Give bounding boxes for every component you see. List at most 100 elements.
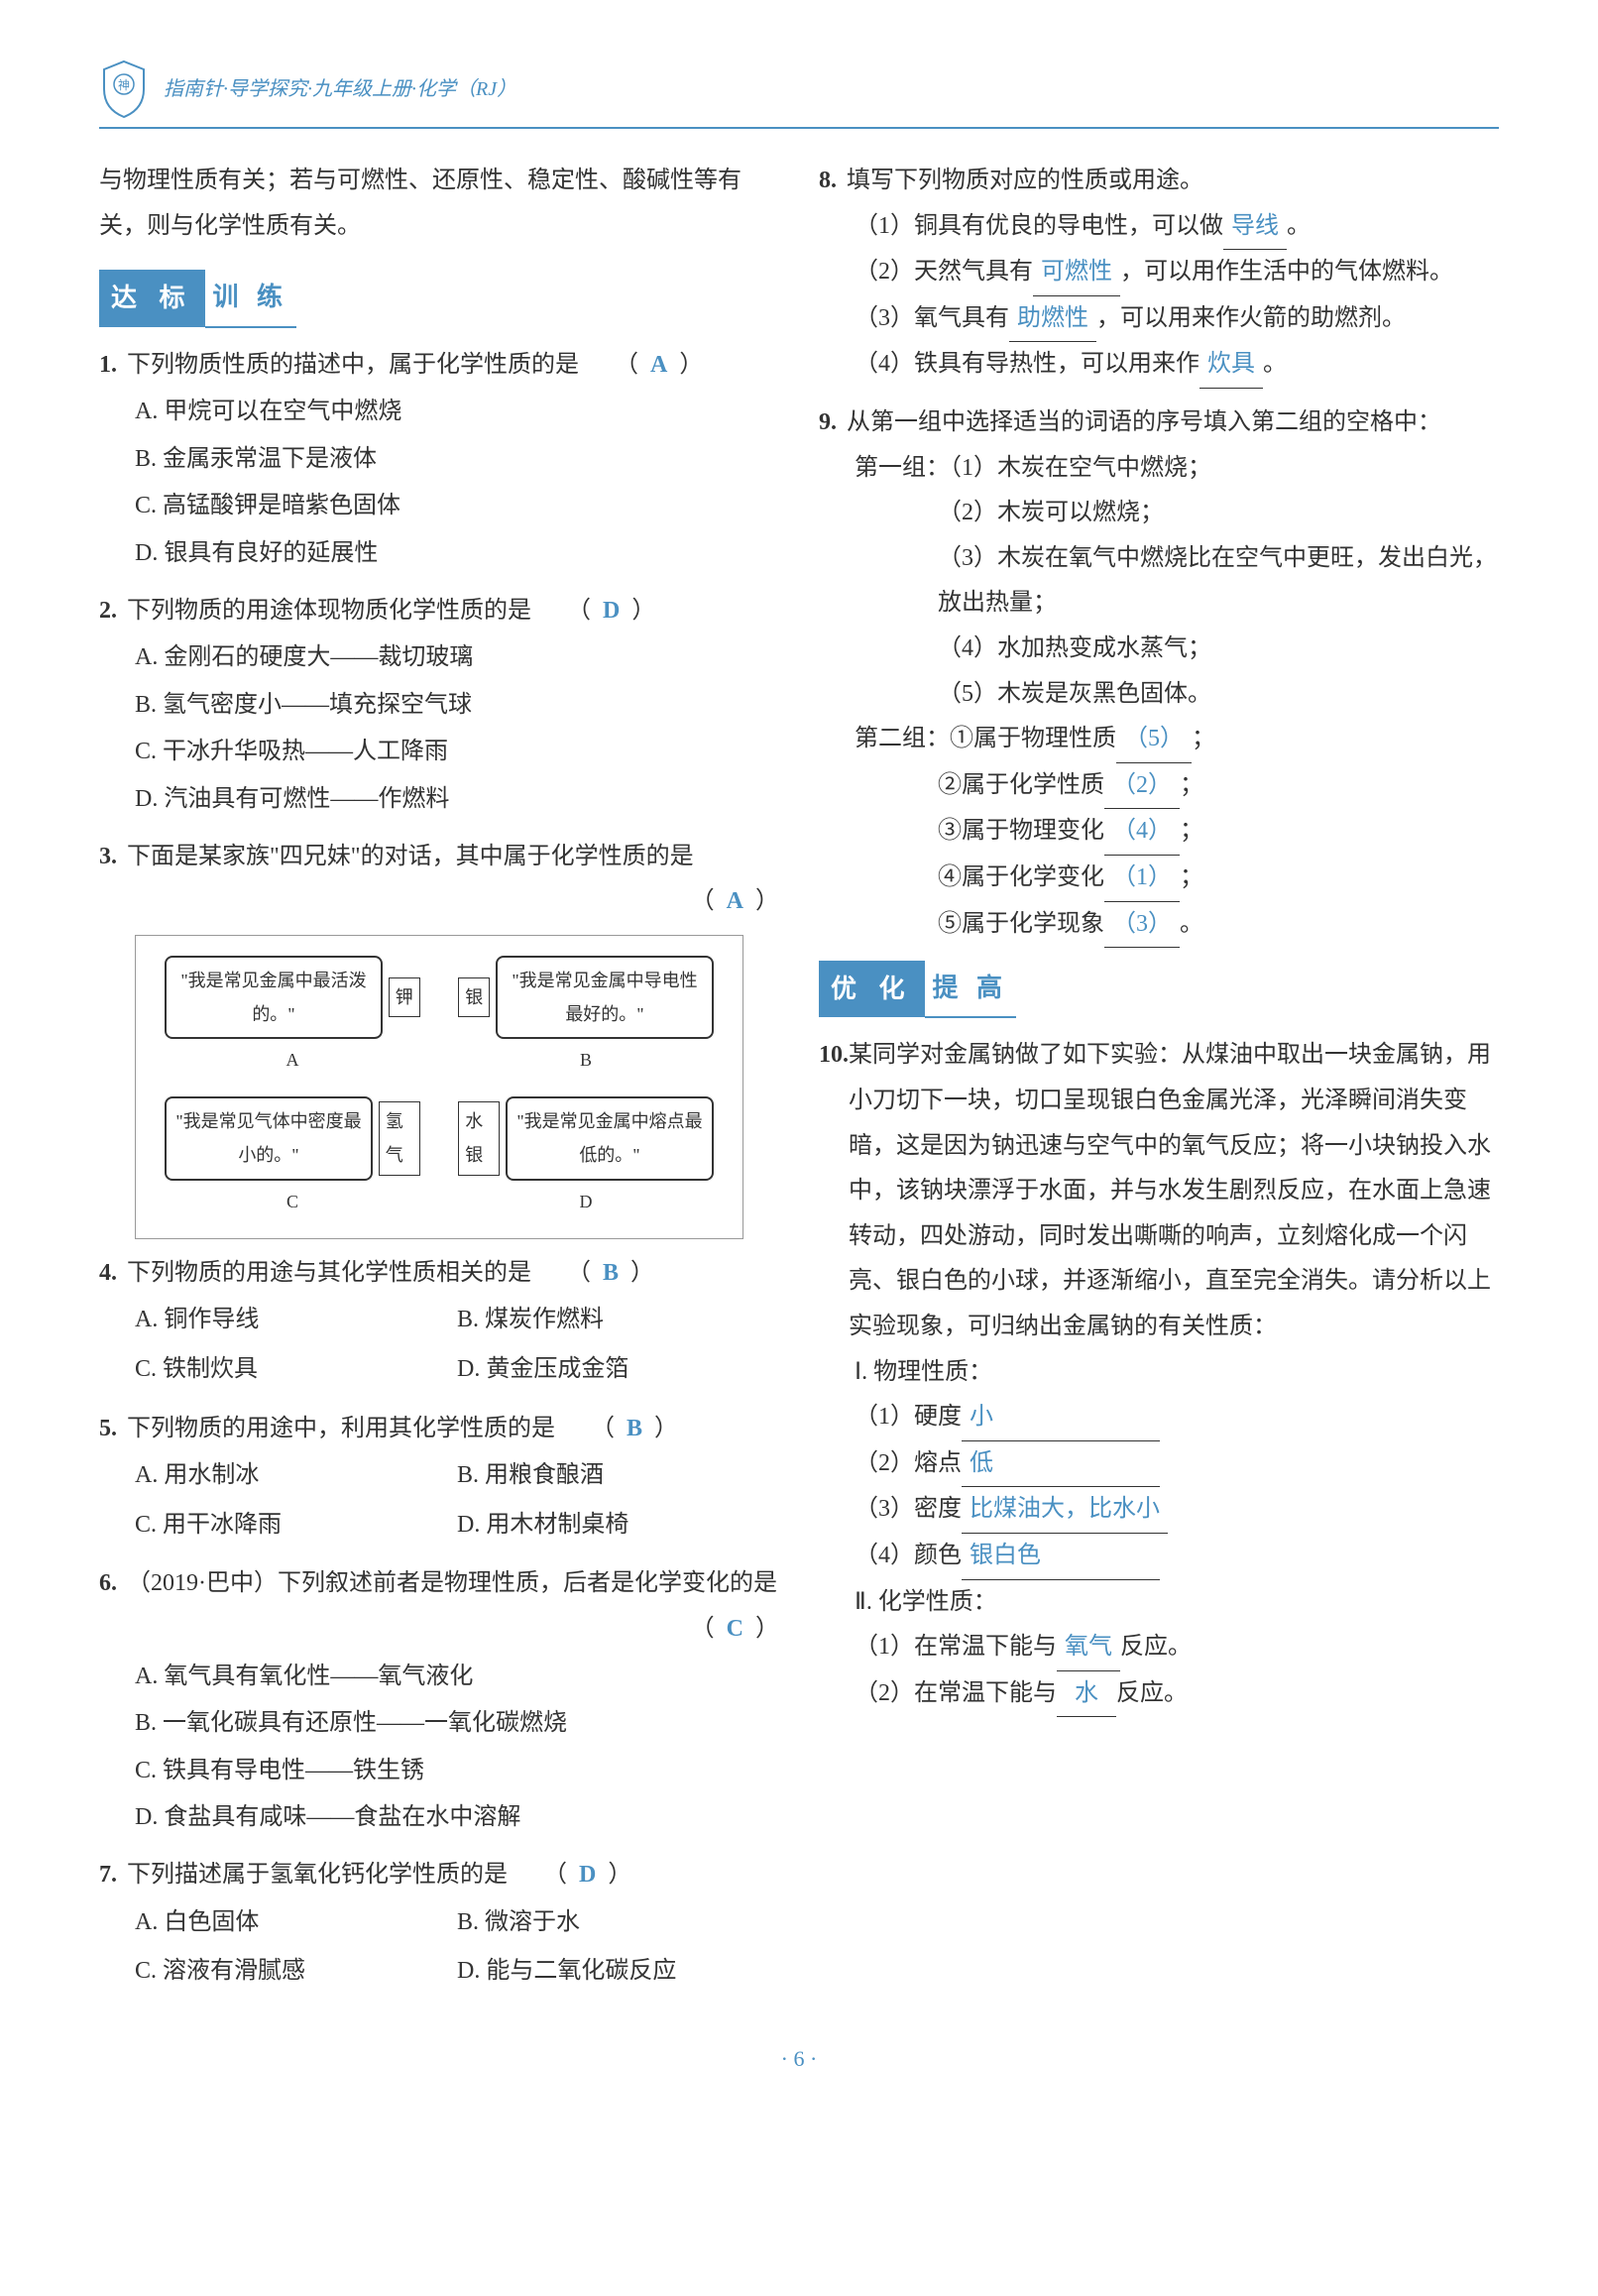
q-text: 某同学对金属钠做了如下实验：从煤油中取出一块金属钠，用小刀切下一块，切口呈现银白… (849, 1033, 1499, 1349)
content-area: 与物理性质有关；若与可燃性、还原性、稳定性、酸碱性等有关，则与化学性质有关。 达… (99, 159, 1499, 2009)
q-num: 3. (99, 835, 127, 880)
fill-answer: （4） (1104, 809, 1180, 856)
option: C. 铁制炊具 (135, 1347, 457, 1393)
badge-main: 优 化 (819, 961, 925, 1017)
fill-answer: 炊具 (1199, 342, 1263, 389)
question-2: 2. 下列物质的用途体现物质化学性质的是 （ D ） A. 金刚石的硬度大——裁… (99, 589, 779, 823)
question-5: 5. 下列物质的用途中，利用其化学性质的是 （ B ） A. 用水制冰 B. 用… (99, 1407, 779, 1550)
bubble-a: "我是常见金属中最活泼的。" 钾 A (165, 956, 419, 1078)
q8-item-2: （2）天然气具有可燃性，可以用作生活中的气体燃料。 (819, 250, 1499, 296)
fill-answer: 氧气 (1057, 1625, 1120, 1671)
q10-p1-2: （2）熔点低 (819, 1441, 1499, 1488)
q10-p1-3: （3）密度比煤油大，比水小 (819, 1487, 1499, 1534)
left-column: 与物理性质有关；若与可燃性、还原性、稳定性、酸碱性等有关，则与化学性质有关。 达… (99, 159, 779, 2009)
option: B. 一氧化碳具有还原性——一氧化碳燃烧 (135, 1701, 779, 1747)
option: B. 用粮食酿酒 (457, 1453, 779, 1499)
group1-item: （5）木炭是灰黑色固体。 (819, 672, 1499, 718)
answer: B (603, 1260, 619, 1286)
option: B. 金属汞常温下是液体 (135, 437, 779, 483)
answer: C (727, 1616, 743, 1642)
fill-answer: 银白色 (962, 1534, 1160, 1580)
option: A. 甲烷可以在空气中燃烧 (135, 390, 779, 435)
option: A. 铜作导线 (135, 1298, 457, 1343)
badge-sub: 训 练 (205, 269, 297, 327)
badge-main: 达 标 (99, 270, 205, 326)
fill-answer: （2） (1104, 763, 1180, 810)
q10-p1-1: （1）硬度小 (819, 1395, 1499, 1441)
q-text: （2019·巴中）下列叙述前者是物理性质，后者是化学变化的是 (127, 1561, 779, 1607)
q-text: 填写下列物质对应的性质或用途。 (847, 159, 1499, 204)
section-dabiao: 达 标 训 练 (99, 269, 296, 327)
q-num: 7. (99, 1853, 127, 1898)
q-text: 从第一组中选择适当的词语的序号填入第二组的空格中： (847, 401, 1499, 446)
question-10: 10. 某同学对金属钠做了如下实验：从煤油中取出一块金属钠，用小刀切下一块，切口… (819, 1033, 1499, 1717)
q-text: 下列物质的用途体现物质化学性质的是 （ D ） (127, 589, 779, 634)
q8-item-1: （1）铜具有优良的导电性，可以做导线。 (819, 204, 1499, 251)
q-text: 下列物质性质的描述中，属于化学性质的是 （ A ） (127, 343, 779, 389)
option: D. 能与二氧化碳反应 (457, 1949, 779, 1995)
q8-item-4: （4）铁具有导热性，可以用来作炊具。 (819, 342, 1499, 389)
q-text: 下列物质的用途与其化学性质相关的是 （ B ） (127, 1251, 779, 1297)
answer: B (627, 1416, 642, 1441)
question-4: 4. 下列物质的用途与其化学性质相关的是 （ B ） A. 铜作导线 B. 煤炭… (99, 1251, 779, 1395)
fill-answer: 小 (962, 1395, 1160, 1441)
option: A. 氧气具有氧化性——氧气液化 (135, 1655, 779, 1700)
fill-answer: 助燃性 (1009, 296, 1096, 343)
fill-answer: （3） (1104, 902, 1180, 949)
svg-text:神: 神 (118, 78, 130, 92)
option: A. 白色固体 (135, 1900, 457, 1946)
option: C. 高锰酸钾是暗紫色固体 (135, 484, 779, 529)
answer: A (727, 888, 743, 914)
answer: A (650, 352, 667, 378)
fill-answer: 低 (962, 1441, 1160, 1488)
q-num: 1. (99, 343, 127, 389)
group1-item: （3）木炭在氧气中燃烧比在空气中更旺，发出白光，放出热量； (819, 536, 1499, 627)
option: D. 银具有良好的延展性 (135, 531, 779, 577)
option: A. 用水制冰 (135, 1453, 457, 1499)
answer: D (579, 1862, 596, 1888)
option: C. 用干冰降雨 (135, 1503, 457, 1549)
q-text: 下面是某家族"四兄妹"的对话，其中属于化学性质的是 (127, 835, 779, 880)
group2-label: 第二组：①属于物理性质（5）； (819, 717, 1499, 763)
dialogue-image: "我是常见金属中最活泼的。" 钾 A 银 "我是常见金属中导电性最好的。" B … (135, 935, 743, 1239)
question-7: 7. 下列描述属于氢氧化钙化学性质的是 （ D ） A. 白色固体 B. 微溶于… (99, 1853, 779, 1997)
shield-icon: 神 (99, 59, 149, 119)
option: C. 干冰升华吸热——人工降雨 (135, 730, 779, 775)
page-number: · 6 · (99, 2038, 1499, 2080)
fill-answer: 比煤油大，比水小 (962, 1487, 1168, 1534)
q-num: 9. (819, 401, 847, 446)
q-num: 4. (99, 1251, 127, 1297)
fill-answer: （5） (1116, 717, 1192, 763)
question-6: 6. （2019·巴中）下列叙述前者是物理性质，后者是化学变化的是 （ C ） … (99, 1561, 779, 1841)
option: B. 煤炭作燃料 (457, 1298, 779, 1343)
group1-item: （2）木炭可以燃烧； (819, 491, 1499, 536)
q-text: 下列描述属于氢氧化钙化学性质的是 （ D ） (127, 1853, 779, 1898)
bubble-d: 水银 "我是常见金属中熔点最低的。" D (458, 1096, 713, 1218)
option: D. 黄金压成金箔 (457, 1347, 779, 1393)
option: C. 溶液有滑腻感 (135, 1949, 457, 1995)
badge-sub: 提 高 (925, 960, 1017, 1018)
option: B. 氢气密度小——填充探空气球 (135, 683, 779, 729)
q8-item-3: （3）氧气具有助燃性，可以用来作火箭的助燃剂。 (819, 296, 1499, 343)
q-num: 10. (819, 1033, 849, 1079)
group2-item: ⑤属于化学现象（3）。 (819, 902, 1499, 949)
right-column: 8. 填写下列物质对应的性质或用途。 （1）铜具有优良的导电性，可以做导线。 （… (819, 159, 1499, 2009)
q-num: 6. (99, 1561, 127, 1607)
group1-label: 第一组：（1）木炭在空气中燃烧； (819, 446, 1499, 492)
section-youhua: 优 化 提 高 (819, 960, 1016, 1018)
option: C. 铁具有导电性——铁生锈 (135, 1749, 779, 1794)
fill-answer: 水 (1057, 1671, 1116, 1718)
fill-answer: 导线 (1223, 204, 1287, 251)
q-text: 下列物质的用途中，利用其化学性质的是 （ B ） (127, 1407, 779, 1452)
fill-answer: （1） (1104, 856, 1180, 902)
q10-p2-2: （2）在常温下能与水反应。 (819, 1671, 1499, 1718)
q10-p2-1: （1）在常温下能与氧气反应。 (819, 1625, 1499, 1671)
option: D. 食盐具有咸味——食盐在水中溶解 (135, 1795, 779, 1841)
page-header: 神 指南针·导学探究·九年级上册·化学（RJ） (99, 59, 1499, 129)
bubble-c: "我是常见气体中密度最小的。" 氢气 C (165, 1096, 419, 1218)
option: B. 微溶于水 (457, 1900, 779, 1946)
q-num: 2. (99, 589, 127, 634)
group1-item: （4）水加热变成水蒸气； (819, 627, 1499, 672)
answer: D (603, 598, 620, 624)
q-num: 5. (99, 1407, 127, 1452)
